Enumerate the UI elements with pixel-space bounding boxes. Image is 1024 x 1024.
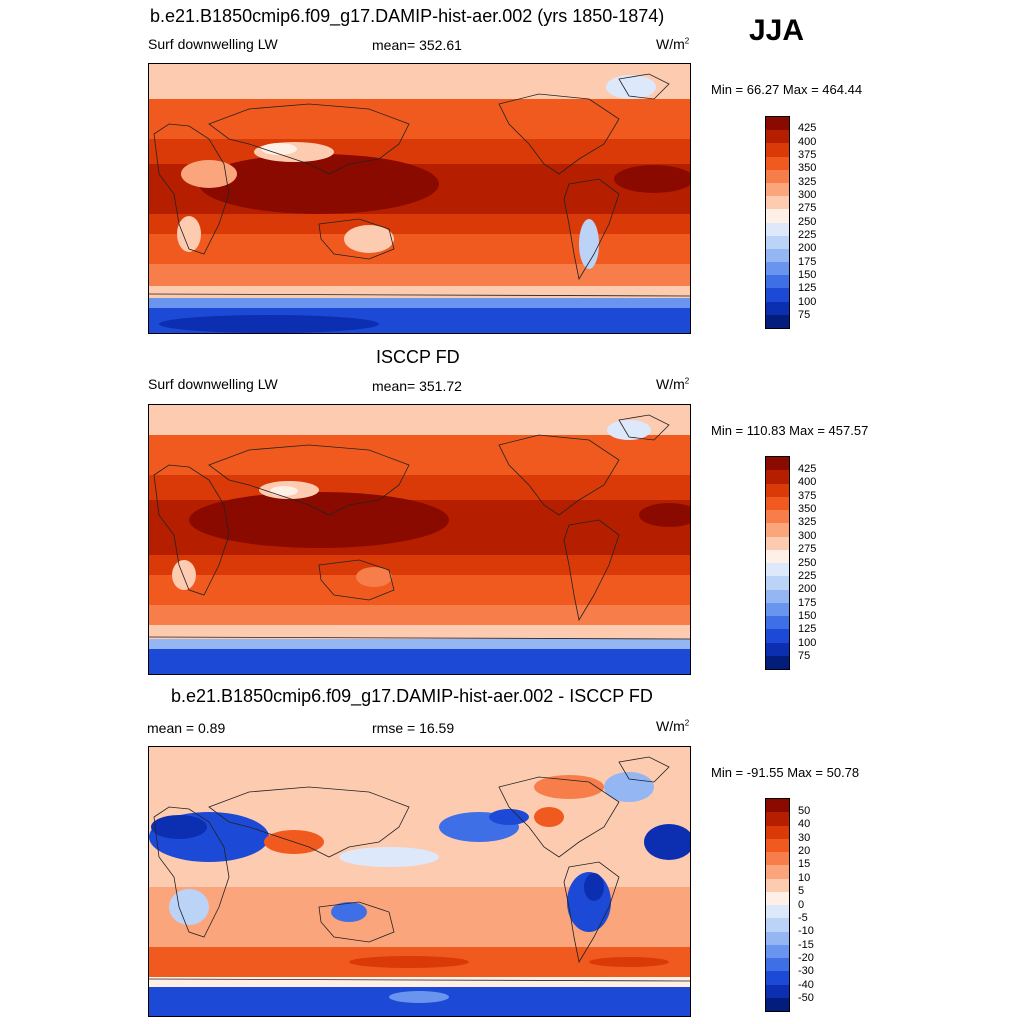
units-label-obs: W/m2 <box>656 376 690 392</box>
colorbar-tick-label: 275 <box>798 202 817 214</box>
colorbar-tick-label: 150 <box>798 269 817 281</box>
colorbar-obs <box>765 456 790 670</box>
colorbar-tick-label: 5 <box>798 885 805 897</box>
variable-label-model: Surf downwelling LW <box>148 36 278 52</box>
colorbar-tick-label: 225 <box>798 570 817 582</box>
colorbar-tick-label: 40 <box>798 818 811 830</box>
colorbar-tick-label: -20 <box>798 952 814 964</box>
colorbar-tick-label: -10 <box>798 925 814 937</box>
panel-title-model: b.e21.B1850cmip6.f09_g17.DAMIP-hist-aer.… <box>150 6 665 26</box>
colorbar-tick-label: 350 <box>798 162 817 174</box>
colorbar-tick-label: 375 <box>798 490 817 502</box>
colorbar-tick-label: 250 <box>798 557 817 569</box>
colorbar-tick-label: -30 <box>798 965 814 977</box>
season-label: JJA <box>749 14 805 47</box>
map-obs <box>148 404 691 675</box>
colorbar-tick-label: 150 <box>798 610 817 622</box>
colorbar-tick-label: 200 <box>798 242 817 254</box>
colorbar-tick-label: 75 <box>798 309 811 321</box>
colorbar-tick-label: 325 <box>798 176 817 188</box>
panel-title-obs: ISCCP FD <box>376 347 460 367</box>
colorbar-tick-label: -15 <box>798 939 814 951</box>
minmax-label-model: Min = 66.27 Max = 464.44 <box>711 82 863 97</box>
colorbar-tick-label: 175 <box>798 256 817 268</box>
colorbar-tick-label: 125 <box>798 282 817 294</box>
units-label-model: W/m2 <box>656 36 690 52</box>
colorbar-tick-label: 15 <box>798 858 811 870</box>
colorbar-tick-label: 225 <box>798 229 817 241</box>
mean-label-obs: mean= 351.72 <box>372 378 462 394</box>
colorbar-tick-label: 0 <box>798 899 805 911</box>
colorbar-tick-label: 175 <box>798 597 817 609</box>
colorbar-model <box>765 116 790 329</box>
colorbar-tick-label: 425 <box>798 463 817 475</box>
panel-title-diff: b.e21.B1850cmip6.f09_g17.DAMIP-hist-aer.… <box>171 686 653 706</box>
colorbar-tick-label: -5 <box>798 912 808 924</box>
colorbar-tick-label: 50 <box>798 805 811 817</box>
colorbar-diff <box>765 798 790 1012</box>
colorbar-tick-label: 200 <box>798 583 817 595</box>
units-label-diff: W/m2 <box>656 718 690 734</box>
colorbar-tick-label: 300 <box>798 530 817 542</box>
variable-label-obs: Surf downwelling LW <box>148 376 278 392</box>
colorbar-tick-label: 375 <box>798 149 817 161</box>
colorbar-tick-label: 350 <box>798 503 817 515</box>
colorbar-tick-label: 425 <box>798 122 817 134</box>
colorbar-tick-label: 75 <box>798 650 811 662</box>
colorbar-tick-label: -40 <box>798 979 814 991</box>
colorbar-tick-label: 100 <box>798 637 817 649</box>
colorbar-tick-label: 325 <box>798 516 817 528</box>
colorbar-tick-label: 100 <box>798 296 817 308</box>
colorbar-tick-label: -50 <box>798 992 814 1004</box>
mean-label-model: mean= 352.61 <box>372 37 462 53</box>
rmse-label-diff: rmse = 16.59 <box>372 720 455 736</box>
colorbar-tick-label: 400 <box>798 136 817 148</box>
colorbar-tick-label: 30 <box>798 832 811 844</box>
colorbar-tick-label: 300 <box>798 189 817 201</box>
minmax-label-diff: Min = -91.55 Max = 50.78 <box>711 765 860 780</box>
minmax-label-obs: Min = 110.83 Max = 457.57 <box>711 423 869 438</box>
colorbar-tick-label: 125 <box>798 623 817 635</box>
colorbar-tick-label: 20 <box>798 845 811 857</box>
map-model <box>148 63 691 334</box>
mean-label-diff: mean = 0.89 <box>147 720 226 736</box>
colorbar-tick-label: 275 <box>798 543 817 555</box>
map-diff <box>148 746 691 1017</box>
colorbar-tick-label: 400 <box>798 476 817 488</box>
colorbar-tick-label: 250 <box>798 216 817 228</box>
colorbar-tick-label: 10 <box>798 872 811 884</box>
